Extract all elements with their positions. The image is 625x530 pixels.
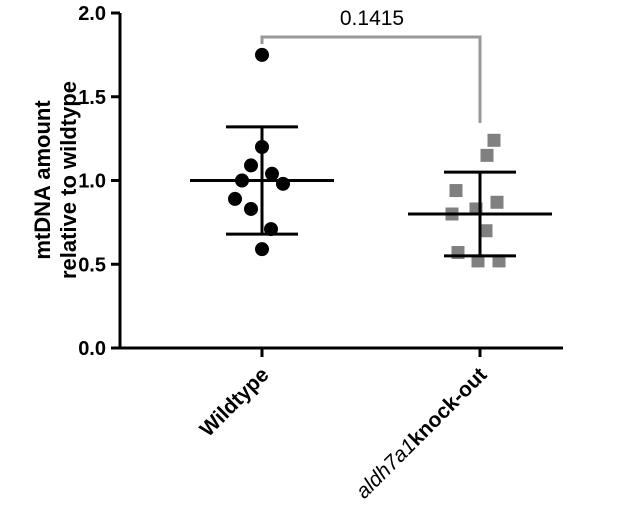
y-ticks: 0.0 0.5 1.0 1.5 2.0 [78,3,120,360]
y-axis-title-line1: mtDNA amount [30,100,55,260]
data-point-circle [244,201,258,216]
data-point-square [449,184,463,198]
y-tick-label: 0.0 [78,338,106,360]
error-bars [190,125,552,258]
data-point-square [487,133,501,147]
y-axis-title-line2: relative to wildtype [56,81,81,279]
data-point-circle [244,158,258,173]
x-category-label-italic: aldh7a1 [351,434,420,503]
data-point-square [480,148,494,162]
data-point-circle [228,191,242,206]
y-tick-label: 0.5 [78,254,106,276]
data-point-square [479,224,493,238]
y-tick-label: 1.0 [78,171,106,193]
y-tick-label: 2.0 [78,3,106,25]
p-value-label: 0.1415 [340,7,404,30]
x-category-label: Wildtype [196,363,274,441]
data-point-square [471,254,485,268]
data-point-circle [255,47,269,62]
data-point-circle [276,176,290,191]
data-point-circle [255,242,269,257]
y-tick-label: 1.5 [78,87,106,109]
data-point-square [490,195,504,209]
data-point-square [492,254,506,268]
data-point-circle [265,166,279,181]
axes [118,13,563,357]
comparison-bracket: 0.1415 [260,7,482,123]
x-category-label-bold: knock-out [404,363,491,450]
data-point-circle [264,222,278,237]
x-category-label: aldh7a1knock-out [351,363,491,503]
x-category-label-bold: Wildtype [196,363,274,441]
